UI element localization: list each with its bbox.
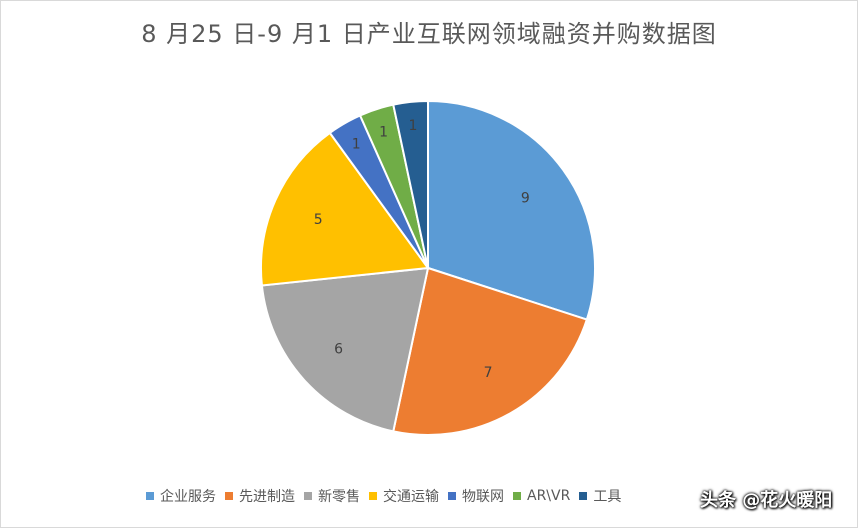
legend-label: 物联网 [462,489,504,505]
pie-slice-2 [392,266,589,436]
legend-label: 新零售 [318,489,360,505]
legend-swatch [146,492,154,500]
legend-label: 先进制造 [239,489,295,505]
pie-slice-1 [427,99,596,321]
legend-item-7: 工具 [579,486,621,506]
legend-item-1: 企业服务 [146,486,216,506]
data-label-3: 6 [334,341,343,357]
data-label-1: 9 [521,190,530,206]
legend-item-4: 交通运输 [369,486,439,506]
legend-label: 工具 [593,489,622,505]
legend-label: 交通运输 [383,489,439,505]
data-label-5: 1 [352,137,361,153]
legend-swatch [304,492,312,500]
legend-swatch [448,492,456,500]
data-label-2: 7 [484,365,493,381]
legend-label: 企业服务 [160,489,216,505]
pie-slice-4 [260,131,430,287]
legend-swatch [513,492,521,500]
legend-swatch [579,492,588,500]
legend-item-2: 先进制造 [225,486,295,506]
legend-swatch [225,492,233,500]
pie-slice-3 [260,266,430,433]
legend: 企业服务 先进制造 新零售 交通运输 物联网 AR\VR 工具 [146,486,630,506]
legend-label: AR\VR [527,488,571,504]
legend-swatch [369,492,377,500]
data-label-7: 1 [409,118,418,134]
pie-slice-7 [392,99,429,269]
legend-item-3: 新零售 [304,486,360,506]
chart-title: 8 月25 日-9 月1 日产业互联网领域融资并购数据图 [141,20,717,48]
legend-item-5: 物联网 [448,486,504,506]
watermark: 头条 @花火暖阳 [700,490,833,511]
data-label-6: 1 [379,124,388,140]
data-label-4: 5 [314,212,323,228]
legend-item-6: AR\VR [513,488,570,504]
